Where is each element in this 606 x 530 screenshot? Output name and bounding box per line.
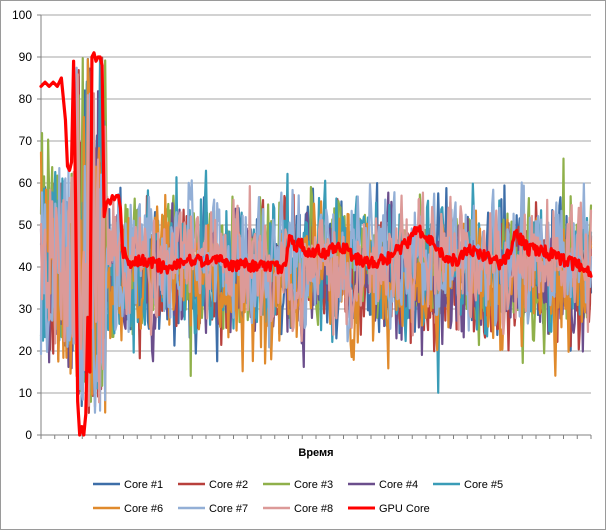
y-tick-label: 60 [19, 176, 33, 190]
legend-item-core-5: Core #5 [433, 479, 503, 491]
y-tick-label: 80 [19, 92, 33, 106]
legend-label: Core #5 [464, 479, 503, 491]
legend-item-core-8: Core #8 [263, 503, 333, 515]
legend-item-core-7: Core #7 [178, 503, 248, 515]
y-tick-label: 30 [19, 302, 33, 316]
legend-item-core-2: Core #2 [178, 479, 248, 491]
y-tick-label: 100 [12, 8, 32, 22]
legend-label: Core #6 [124, 503, 163, 515]
legend-item-core-1: Core #1 [93, 479, 163, 491]
legend: Core #1 Core #2 Core #3 Core #4 Core #5 Core … [93, 479, 503, 515]
legend-label: GPU Core [379, 503, 430, 515]
y-tick-label: 10 [19, 386, 33, 400]
y-tick-label: 70 [19, 134, 33, 148]
legend-label: Core #2 [209, 479, 248, 491]
legend-label: Core #3 [294, 479, 333, 491]
y-tick-label: 90 [19, 50, 33, 64]
series-line-gpu-core [39, 51, 593, 437]
y-tick-label: 20 [19, 344, 33, 358]
series-group [39, 51, 593, 437]
legend-label: Core #1 [124, 479, 163, 491]
y-tick-label: 40 [19, 260, 33, 274]
legend-item-core-4: Core #4 [348, 479, 418, 491]
y-tick-label: 50 [19, 218, 33, 232]
legend-label: Core #8 [294, 503, 333, 515]
x-axis-title: Время [298, 447, 333, 459]
legend-item-core-3: Core #3 [263, 479, 333, 491]
y-tick-label: 0 [25, 428, 32, 442]
legend-label: Core #4 [379, 479, 418, 491]
legend-item-gpu-core: GPU Core [348, 503, 430, 515]
legend-item-core-6: Core #6 [93, 503, 163, 515]
legend-label: Core #7 [209, 503, 248, 515]
